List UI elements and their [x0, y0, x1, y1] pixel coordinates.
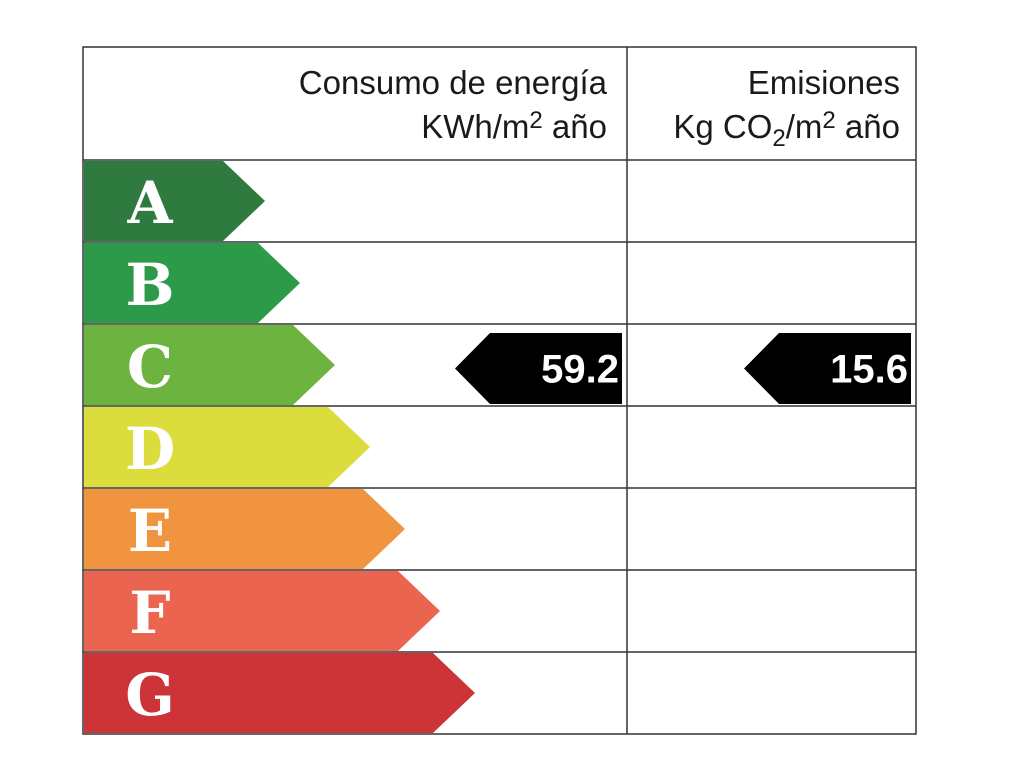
rating-indicator [744, 333, 911, 404]
unit-sub: 2 [772, 125, 785, 152]
rating-arrow [84, 325, 335, 405]
rating-arrow [84, 653, 475, 733]
unit-sup: 2 [529, 107, 542, 134]
rating-arrow [84, 571, 440, 651]
consumption-title: Consumo de energía [299, 64, 608, 101]
frame [82, 46, 917, 735]
rating-letter: D [125, 415, 175, 483]
unit-part: año [836, 108, 900, 145]
rating-letter: G [125, 661, 175, 729]
rating-indicator [455, 333, 622, 404]
unit-part: KWh/m [421, 108, 529, 145]
rating-letter: B [125, 251, 174, 319]
consumption-unit: KWh/m2 año [421, 107, 607, 145]
emissions-title: Emisiones [748, 64, 900, 101]
unit-sup: 2 [822, 107, 835, 134]
rating-arrow [84, 489, 405, 569]
indicator-value: 15.6 [830, 348, 908, 392]
unit-part: Kg CO [673, 108, 772, 145]
rating-arrow [84, 407, 370, 487]
unit-part: año [543, 108, 607, 145]
emissions-unit: Kg CO2/m2 año [673, 107, 900, 152]
rating-letter: C [127, 333, 173, 401]
unit-part: /m [786, 108, 823, 145]
rating-letter: E [128, 497, 172, 565]
rating-arrow [84, 161, 265, 241]
indicator-value: 59.2 [541, 348, 619, 392]
rating-letter: A [126, 169, 173, 237]
rating-letter: F [129, 579, 170, 647]
rating-arrow [84, 243, 300, 323]
